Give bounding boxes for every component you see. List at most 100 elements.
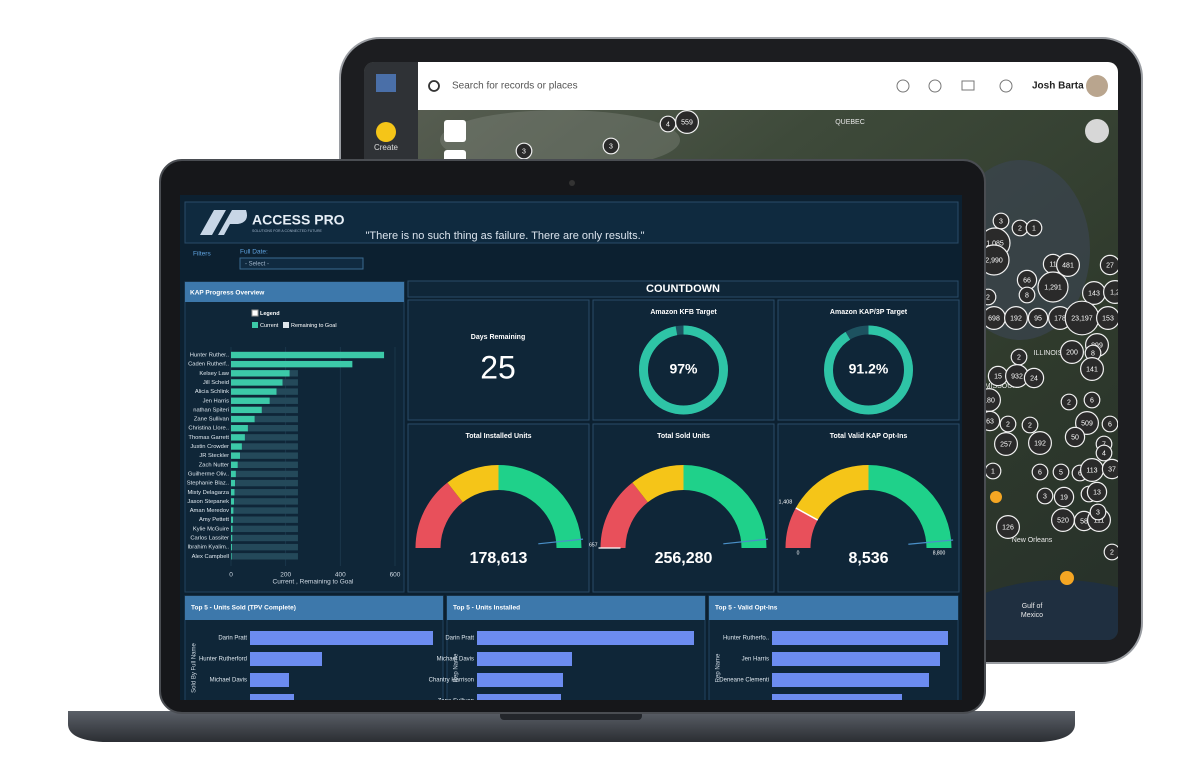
create-button[interactable] (376, 122, 396, 142)
gauge-tick-label: 0 (797, 550, 800, 556)
gauge-marker (795, 507, 819, 521)
donut-arc (824, 325, 913, 415)
cluster (1052, 463, 1070, 481)
filters-label[interactable]: Filters (193, 251, 211, 258)
cluster-count: 37 (1108, 466, 1116, 473)
cluster (515, 142, 533, 160)
category-label: Alex Campbell (192, 554, 229, 560)
category-label: Stephanie Blaz.. (187, 481, 230, 487)
cluster (1025, 219, 1043, 237)
gauge-marker-label: 1,408 (778, 500, 792, 506)
map-label: QUEBEC (835, 119, 865, 126)
axis-label: Rep Name (716, 653, 722, 682)
cluster-count: 2 (1028, 422, 1032, 429)
bar (231, 534, 233, 542)
cluster (1055, 253, 1080, 278)
date-select[interactable] (239, 257, 364, 270)
bar (772, 673, 929, 687)
bar (231, 543, 233, 551)
cluster-count: 2 (986, 294, 990, 301)
category-label: Amy Pettett (199, 517, 229, 523)
cluster-count: 6 (1090, 397, 1094, 404)
gauge-band (795, 465, 869, 520)
category-label: Jill Scheid (203, 380, 229, 386)
legend-box (251, 309, 259, 317)
cluster-count: 2 (1110, 549, 1114, 556)
cluster-count: 58 (1080, 518, 1088, 525)
bar (772, 631, 948, 645)
help-icon[interactable] (999, 79, 1013, 93)
category-label: Hunter Ruther.. (190, 353, 230, 359)
phone-icon[interactable] (896, 79, 910, 93)
mail-icon[interactable] (961, 80, 975, 91)
map-label: Gulf of (1022, 603, 1043, 610)
bar (250, 652, 322, 666)
cluster-count: 2,990 (985, 257, 1003, 264)
cluster (1036, 487, 1054, 505)
cluster-count: 24 (1030, 375, 1038, 382)
cluster (1103, 543, 1118, 561)
pin (990, 491, 1002, 503)
category-label: Zane Sullivan (438, 699, 474, 705)
category-label: Hunter Rutherfo.. (723, 636, 769, 642)
layers-button[interactable] (444, 120, 466, 142)
gauge-band (785, 507, 818, 548)
bar (231, 461, 238, 468)
bar (231, 379, 283, 386)
user-name: Josh Barta (1032, 81, 1084, 92)
bar (231, 434, 245, 441)
search-placeholder: Search for records or places (452, 81, 578, 92)
chat-icon[interactable] (928, 79, 942, 93)
donut-arc (639, 325, 728, 415)
cluster (1089, 503, 1107, 521)
cluster-count: 3 (999, 218, 1003, 225)
cluster-count: 1 (1032, 225, 1036, 232)
cluster-count: 8 (1091, 350, 1095, 357)
select-text[interactable]: - Select - (245, 262, 269, 268)
cluster-count: 200 (1066, 349, 1078, 356)
avatar[interactable] (1086, 75, 1108, 97)
menu-button[interactable] (1085, 119, 1109, 143)
card-title: Amazon KFB Target (650, 309, 717, 316)
bar (231, 553, 298, 560)
category-label: Hunter Rutherford (199, 657, 247, 663)
bar (233, 507, 298, 514)
cluster-count: 4 (666, 121, 670, 128)
bar (282, 379, 298, 386)
bar (250, 694, 294, 700)
category-label: Thomas Garrett (188, 435, 229, 441)
cluster (1086, 481, 1108, 503)
donut-label: 91.2% (849, 361, 889, 377)
panel-header (709, 596, 958, 620)
terrain (440, 110, 680, 170)
cluster (1101, 458, 1118, 480)
cluster (602, 137, 620, 155)
card-title: Amazon KAP/3P Target (830, 309, 908, 316)
cluster (1021, 416, 1039, 434)
cluster-count: 6 (1108, 421, 1112, 428)
bar (232, 534, 298, 542)
bar (289, 370, 298, 377)
category-label: Kylie McGuire (193, 526, 229, 532)
cluster-count: 6 (1038, 469, 1042, 476)
countdown-header (407, 280, 959, 298)
category-label: Chantry Harrison (429, 678, 474, 684)
cluster-count: 111 (1094, 517, 1105, 524)
cluster-count: 1,291 (1044, 284, 1062, 291)
bar (477, 631, 694, 645)
bar (231, 425, 248, 432)
filter-field: Full Date: (240, 249, 268, 256)
bar (772, 694, 902, 700)
bar (233, 516, 298, 523)
pin (1060, 571, 1074, 585)
x-tick-label: 200 (280, 572, 291, 579)
axis-label: Rep Name (454, 653, 460, 682)
category-label: Justin Crowder (190, 444, 229, 450)
bar (241, 443, 298, 450)
countdown-title: COUNTDOWN (646, 283, 720, 295)
cluster-count: 1,085 (986, 240, 1004, 247)
category-label: JR Steckler (199, 453, 229, 459)
cluster-count: 2 (1018, 225, 1022, 232)
logo-mark (200, 210, 247, 235)
